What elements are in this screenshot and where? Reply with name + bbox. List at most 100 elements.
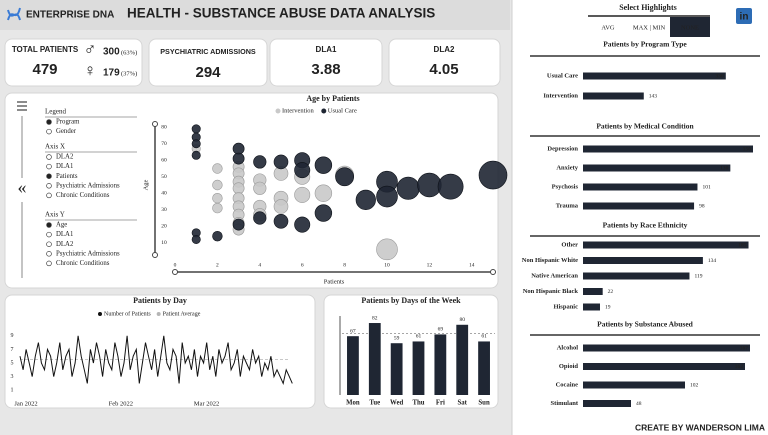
radio-label[interactable]: DLA2 [56, 241, 74, 248]
point [212, 193, 223, 204]
value-label: 82 [372, 315, 378, 321]
point [253, 155, 267, 169]
value-label: 336 [716, 73, 725, 79]
slider-handle[interactable] [172, 269, 178, 275]
page-title: HEALTH - SUBSTANCE ABUSE DATA ANALYSIS [127, 6, 435, 21]
linkedin-icon[interactable] [736, 8, 752, 24]
y-tick-label: 60 [161, 158, 167, 164]
legend-marker[interactable] [275, 108, 281, 114]
settings-title: Legend [45, 108, 66, 116]
radio-label[interactable]: Psychiatric Admissions [56, 250, 120, 257]
collapse-bg [14, 178, 30, 202]
y-tick-label: 1 [11, 388, 14, 394]
kpi-value: 294 [195, 64, 221, 81]
legend-label: Patient Average [163, 311, 201, 317]
point [314, 204, 333, 222]
y-tick-label: 10 [161, 240, 167, 246]
y-axis-label: Age [142, 179, 149, 190]
radio[interactable] [46, 119, 52, 125]
radio[interactable] [46, 154, 52, 160]
radio-label[interactable]: Chronic Conditions [56, 192, 110, 199]
scatter-card [4, 92, 499, 289]
y-tick-label: 30 [161, 207, 167, 213]
point [191, 234, 201, 244]
highlight-label[interactable]: AVG [601, 24, 615, 31]
highlight-label[interactable]: NONE [681, 24, 699, 31]
radio-label[interactable]: Gender [56, 128, 77, 135]
radio[interactable] [46, 173, 52, 179]
bar [583, 381, 685, 389]
radio[interactable] [46, 222, 52, 228]
x-tick-label: 2 [216, 262, 219, 268]
collapse-icon[interactable]: « [18, 177, 27, 197]
legend-label[interactable]: Usual Care [328, 107, 357, 114]
radio[interactable] [46, 128, 52, 135]
highlight-button[interactable] [629, 17, 669, 37]
chart-title: Patients by Program Type [603, 40, 687, 49]
value-label: 167 [740, 345, 749, 351]
x-axis-label: Patients [324, 278, 345, 285]
radio[interactable] [46, 251, 52, 257]
radio-label[interactable]: Patients [56, 173, 78, 180]
bar [583, 400, 631, 407]
value-label: 69 [438, 327, 444, 333]
bar [583, 72, 726, 80]
slider-handle[interactable] [152, 121, 158, 127]
legend-label[interactable]: Intervention [282, 107, 315, 114]
highlight-button[interactable] [670, 17, 710, 37]
category-label: Depression [547, 145, 578, 152]
settings-title: Axis Y [45, 211, 65, 219]
point [212, 179, 223, 191]
point [417, 172, 442, 198]
value-label: 130 [720, 165, 729, 171]
y-tick-label: 80 [161, 125, 167, 131]
radio-label[interactable]: DLA1 [56, 163, 73, 170]
radio-label[interactable]: Chronic Conditions [56, 260, 110, 267]
category-label: Native American [531, 272, 578, 279]
value-label: 119 [694, 273, 702, 279]
category-label: Intervention [543, 92, 578, 99]
value-label: 162 [735, 364, 744, 370]
x-tick-label: 6 [301, 262, 304, 268]
kpi-card [148, 38, 268, 87]
point [273, 214, 289, 229]
x-tick-label: 10 [384, 262, 390, 268]
highlight-button[interactable] [588, 17, 628, 37]
radio[interactable] [46, 183, 52, 189]
radio-label[interactable]: Program [56, 119, 80, 126]
slider-handle[interactable] [152, 252, 158, 258]
slider-handle[interactable] [490, 269, 496, 275]
menu-icon[interactable] [17, 101, 27, 111]
male-share: (63%) [121, 49, 137, 56]
radio[interactable] [46, 241, 52, 247]
value-label: 67 [350, 328, 356, 334]
radio[interactable] [46, 231, 52, 238]
bar [583, 344, 750, 352]
radio-label[interactable]: Age [56, 222, 67, 229]
linkedin-text: in [740, 12, 749, 23]
kpi-value: 4.05 [429, 61, 458, 78]
value-label: 98 [699, 203, 705, 209]
footer: CREATE BY WANDERSON LIMA [635, 422, 765, 432]
bar [390, 343, 403, 395]
bar [583, 202, 695, 210]
point [314, 184, 333, 202]
value-label: 80 [459, 317, 465, 323]
highlights: AVG MAX | MIN NONE [588, 17, 710, 37]
value-label: 22 [608, 289, 614, 295]
radio[interactable] [46, 260, 52, 267]
point [212, 230, 223, 242]
radio[interactable] [46, 163, 52, 170]
legend-marker[interactable] [321, 108, 327, 114]
radio-label[interactable]: DLA2 [56, 154, 74, 161]
y-tick-label: 5 [11, 360, 14, 366]
point [232, 218, 245, 231]
radio[interactable] [46, 192, 52, 199]
highlight-label[interactable]: MAX | MIN [633, 24, 666, 31]
x-tick-label: Mar 2022 [194, 400, 219, 407]
radio-label[interactable]: Psychiatric Admissions [56, 182, 120, 189]
radio-label[interactable]: DLA1 [56, 231, 73, 238]
y-tick-label: 70 [161, 141, 167, 147]
legend-marker [98, 312, 102, 316]
